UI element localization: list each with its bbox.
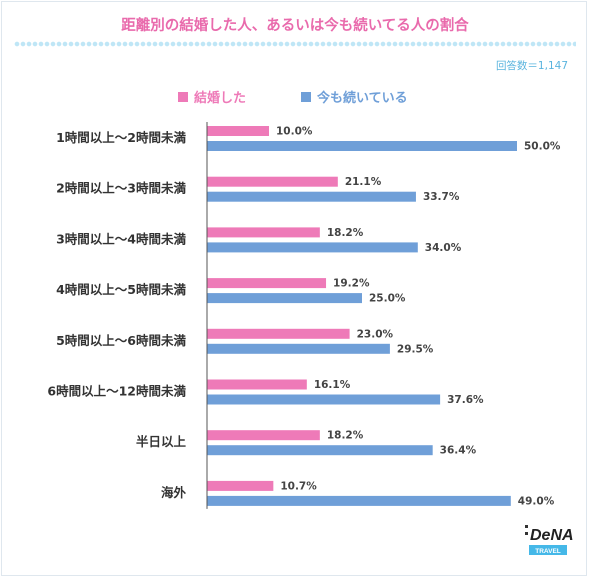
data-label: 18.2% — [327, 227, 364, 239]
respondent-count: 回答数＝1,147 — [495, 60, 568, 72]
data-label: 36.4% — [440, 445, 477, 457]
bar-married — [207, 480, 274, 491]
bar-married — [207, 328, 350, 339]
category-label: 1時間以上〜2時間未満 — [56, 130, 186, 145]
data-label: 16.1% — [314, 379, 351, 391]
data-label: 10.7% — [280, 480, 317, 492]
category-label: 5時間以上〜6時間未満 — [56, 333, 186, 348]
bar-continuing — [207, 141, 517, 151]
category-label: 2時間以上〜3時間未満 — [56, 181, 186, 196]
data-label: 18.2% — [327, 430, 364, 442]
bar-continuing — [207, 191, 416, 202]
category-label: 4時間以上〜5時間未満 — [56, 282, 186, 297]
category-label: 6時間以上〜12時間未満 — [47, 384, 186, 399]
bar-married — [207, 227, 320, 238]
data-label: 37.6% — [447, 394, 484, 406]
bar-continuing — [207, 445, 433, 456]
bar-continuing — [207, 293, 362, 304]
bar-married — [207, 379, 307, 390]
logo-wordmark: DeNA — [530, 527, 573, 544]
bar-continuing — [207, 495, 511, 506]
data-label: 10.0% — [276, 126, 313, 138]
data-label: 33.7% — [423, 191, 460, 203]
bar-married — [207, 126, 269, 136]
data-label: 50.0% — [524, 141, 561, 153]
legend-label-continuing: 今も続いている — [317, 91, 408, 106]
legend-item-married: 結婚した — [178, 87, 246, 106]
data-label: 19.2% — [333, 278, 370, 290]
bar-married — [207, 176, 338, 187]
bar-continuing — [207, 394, 441, 405]
data-label: 23.0% — [357, 328, 394, 340]
category-label: 海外 — [161, 485, 187, 500]
data-label: 34.0% — [425, 242, 462, 254]
bar-continuing — [207, 343, 390, 354]
bar-continuing — [207, 242, 418, 253]
data-label: 29.5% — [397, 343, 434, 355]
bar-married — [207, 278, 327, 289]
legend-swatch-continuing — [301, 91, 311, 102]
dena-travel-logo: DeNA TRAVEL — [525, 525, 573, 555]
category-label: 3時間以上〜4時間未満 — [56, 231, 186, 246]
dotted-divider — [14, 41, 576, 47]
logo-subtext: TRAVEL — [535, 548, 561, 555]
category-label: 半日以上 — [136, 434, 187, 449]
legend-swatch-married — [178, 91, 188, 102]
legend-item-continuing: 今も続いている — [301, 87, 408, 106]
data-label: 25.0% — [369, 293, 406, 305]
chart-title: 距離別の結婚した人、あるいは今も続いてる人の割合 — [121, 18, 469, 34]
bar-married — [207, 430, 320, 441]
legend-label-married: 結婚した — [194, 91, 247, 106]
data-label: 21.1% — [345, 176, 382, 188]
legend: 結婚した 今も続いている — [0, 87, 590, 107]
data-label: 49.0% — [518, 495, 555, 507]
